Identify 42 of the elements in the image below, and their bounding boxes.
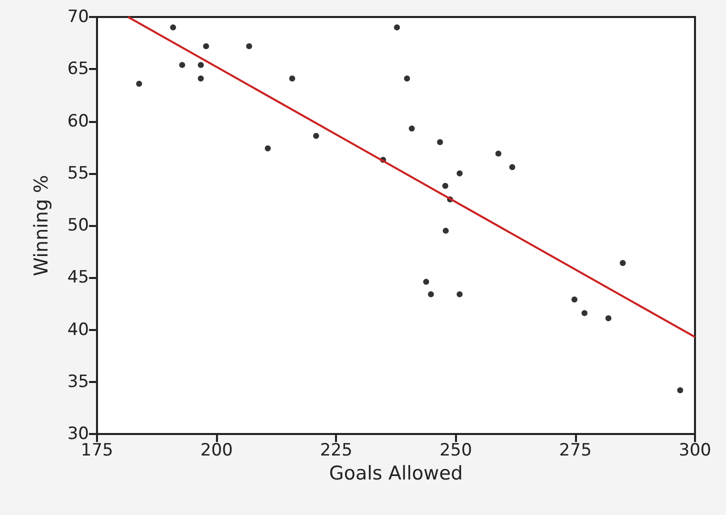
y-axis-title: Winning % [30, 174, 52, 276]
point [179, 62, 186, 68]
point [170, 24, 176, 30]
point [620, 260, 626, 266]
point [442, 182, 448, 189]
y-tick-label: 40 [67, 320, 89, 340]
point [289, 76, 296, 82]
x-axis-title: Goals Allowed [329, 462, 463, 484]
point [428, 291, 434, 298]
point [442, 228, 449, 234]
point [198, 62, 204, 68]
y-tick-label: 65 [67, 59, 89, 80]
point [136, 80, 142, 87]
point [571, 296, 578, 303]
x-tick-label: 300 [678, 440, 712, 460]
point [264, 145, 271, 152]
point [495, 150, 502, 157]
point [677, 387, 684, 394]
point [509, 164, 516, 170]
y-tick-label: 70 [67, 7, 89, 27]
x-tick-label: 200 [200, 440, 233, 460]
point [203, 43, 210, 50]
y-tick-label: 55 [67, 163, 89, 184]
y-tick-label: 45 [67, 268, 89, 288]
x-tick-label: 225 [320, 440, 352, 460]
point [423, 278, 430, 285]
point [404, 76, 410, 82]
point [313, 132, 320, 139]
point [394, 24, 400, 30]
point [581, 310, 588, 316]
point [456, 170, 463, 176]
point [437, 139, 444, 146]
y-tick-label: 50 [67, 216, 89, 236]
y-tick-label: 35 [67, 372, 89, 392]
point [198, 76, 204, 82]
point [605, 315, 612, 322]
point [246, 43, 252, 50]
point [408, 126, 415, 132]
x-tick-label: 275 [559, 440, 592, 460]
y-tick-label: 60 [67, 111, 89, 132]
point [456, 291, 463, 298]
x-tick-label: 250 [440, 440, 472, 460]
